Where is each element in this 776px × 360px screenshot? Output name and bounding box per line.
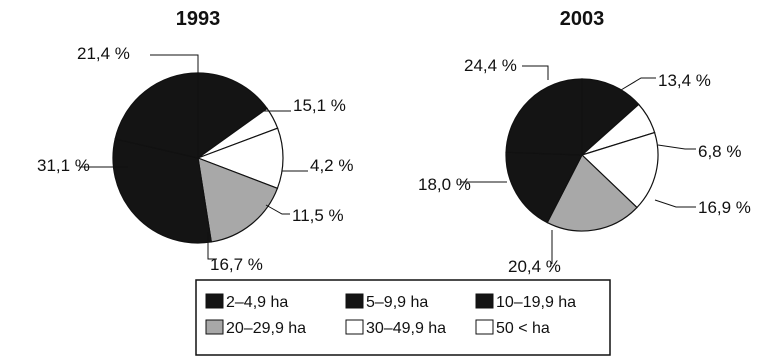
legend-swatch [475,293,494,309]
legend-label: 5–9,9 ha [366,294,428,311]
pie-2003-leader-0 [620,77,656,91]
legend-label: 2–4,9 ha [226,294,288,311]
legend: 2–4,9 ha 5–9,9 ha 10–19,9 ha 20–29,9 ha 30–4… [195,279,611,356]
pie-1993-slice-3 [197,157,279,243]
pie-2003-label-1: 24,4 % [464,56,517,75]
pie-1993-leader-3 [207,232,217,260]
pie-1993-leader-1 [150,54,199,74]
pie-2003-leader-1 [522,65,549,80]
legend-swatch [205,293,224,309]
legend-label: 50 < ha [496,320,550,337]
chart-title-2003: 2003 [560,8,605,30]
legend-swatch [475,319,494,335]
pie-1993-slice-0 [197,72,268,160]
pie-2003-leader-5 [657,144,696,150]
pie-1993-label-5: 4,2 % [310,156,353,175]
pie-1993: 15,1 % 21,4 % 31,1 % 16,7 % 11,5 % 4,2 % [37,44,353,274]
pie-2003: 13,4 % 24,4 % 18,0 % 20,4 % 16,9 % 6,8 % [418,56,751,276]
pie-1993-label-4: 11,5 % [292,206,344,225]
pie-2003-slice-1 [505,78,583,156]
pie-2003-label-2: 18,0 % [418,175,471,194]
legend-label: 10–19,9 ha [496,294,576,311]
pie-1993-leader-4 [265,204,290,215]
legend-label: 20–29,9 ha [226,320,306,337]
legend-swatch [345,319,364,335]
pie-2003-label-3: 20,4 % [508,257,561,276]
pie-1993-slice-2 [112,138,212,244]
pie-2003-slice-4 [580,131,659,209]
pie-2003-slice-0 [581,78,640,157]
legend-label: 30–49,9 ha [366,320,446,337]
pie-1993-label-2: 31,1 % [37,156,90,175]
pie-2003-label-5: 6,8 % [698,142,741,161]
pie-1993-label-3: 16,7 % [210,255,263,274]
pie-1993-label-0: 15,1 % [293,96,346,115]
pie-1993-label-1: 21,4 % [77,44,130,63]
chart-title-1993: 1993 [176,8,221,30]
pie-2003-label-4: 16,9 % [698,198,751,217]
pie-1993-slice-1 [114,72,199,159]
pie-2003-slice-2 [505,151,583,224]
legend-swatch [345,293,364,309]
legend-swatch [205,319,224,335]
pie-2003-slice-3 [546,154,638,232]
pie-2003-leader-4 [654,199,696,208]
pie-2003-label-0: 13,4 % [658,71,711,90]
